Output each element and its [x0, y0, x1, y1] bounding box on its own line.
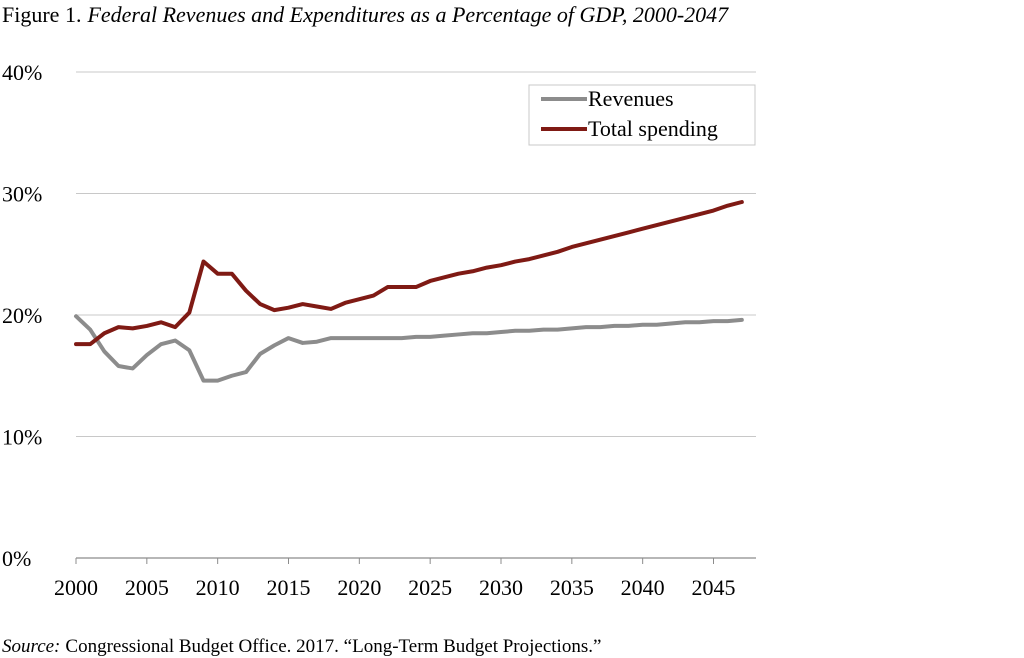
x-tick-label: 2015 [267, 575, 311, 600]
x-tick-label: 2030 [479, 575, 523, 600]
source-text: Congressional Budget Office. 2017. “Long… [65, 636, 601, 657]
x-tick-label: 2025 [408, 575, 452, 600]
series-line [74, 314, 744, 383]
title-text: Federal Revenues and Expenditures as a P… [86, 2, 729, 27]
legend-label: Revenues [588, 86, 674, 111]
x-tick-label: 2040 [621, 575, 665, 600]
x-tick-label: 2005 [125, 575, 169, 600]
series-line [74, 200, 744, 347]
x-tick-label: 2035 [550, 575, 594, 600]
chart-title: Figure 1. Federal Revenues and Expenditur… [2, 2, 729, 27]
figure-label: Figure 1. [2, 2, 81, 27]
legend-label: Total spending [588, 116, 718, 141]
x-tick-label: 2020 [337, 575, 381, 600]
y-tick-label: 0% [2, 546, 31, 571]
y-tick-label: 40% [2, 60, 42, 85]
y-tick-label: 10% [2, 425, 42, 450]
legend: Revenues Total spending [528, 84, 756, 146]
source-note: Source: Congressional Budget Office. 2017… [2, 636, 601, 657]
x-tick-label: 2000 [54, 575, 98, 600]
y-tick-label: 20% [2, 303, 42, 328]
x-tick-label: 2045 [692, 575, 736, 600]
x-tick-label: 2010 [196, 575, 240, 600]
y-tick-label: 30% [2, 182, 42, 207]
legend-box [528, 84, 756, 146]
source-label: Source: [2, 636, 60, 657]
